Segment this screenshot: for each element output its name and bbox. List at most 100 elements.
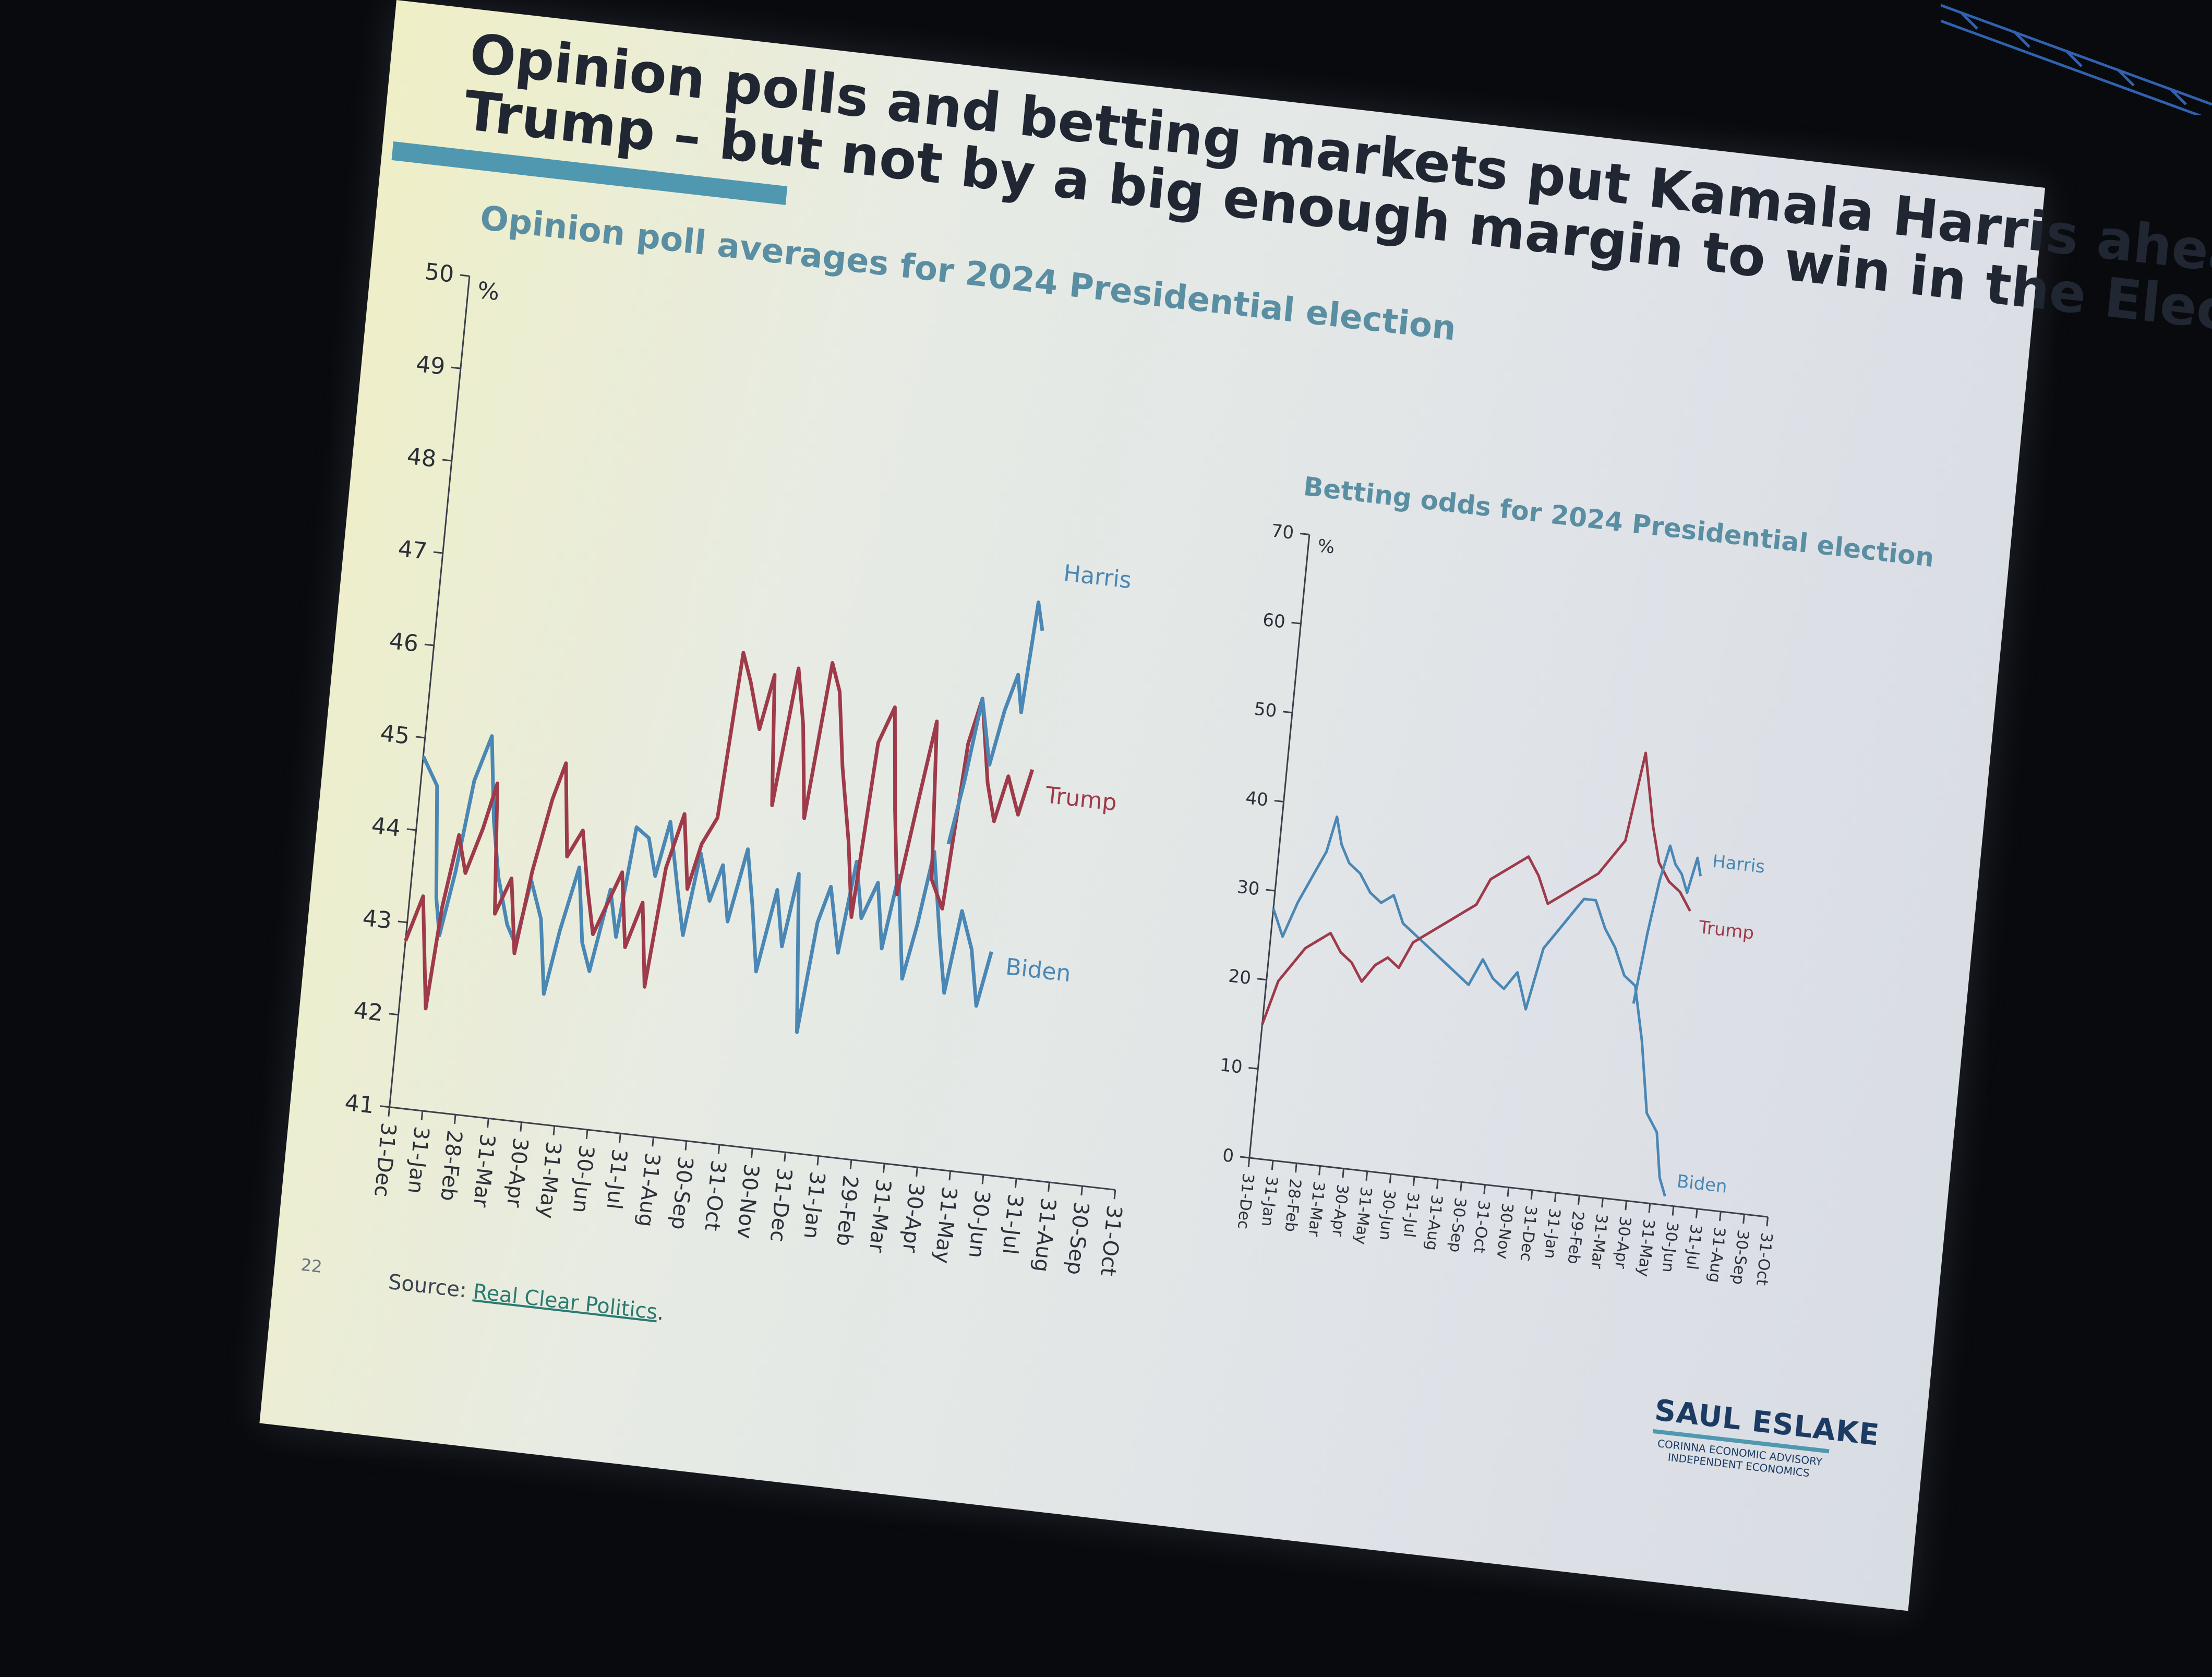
y-tick-mark xyxy=(380,1105,390,1108)
x-tick-mark xyxy=(1742,1214,1745,1224)
x-tick-label: 30-Jun xyxy=(568,1144,598,1214)
stage-lighting-truss xyxy=(1941,4,2212,115)
x-tick-mark xyxy=(487,1118,489,1128)
series-label-trump: Trump xyxy=(1044,782,1118,816)
series-label-biden: Biden xyxy=(1676,1171,1728,1197)
x-tick-mark xyxy=(1436,1179,1439,1189)
x-tick-mark xyxy=(948,1171,952,1181)
y-tick-mark xyxy=(442,459,452,462)
x-tick-mark xyxy=(420,1110,424,1121)
y-tick-label: 41 xyxy=(344,1089,376,1119)
x-tick-mark xyxy=(1460,1182,1462,1192)
x-tick-mark xyxy=(750,1148,753,1158)
y-tick-mark xyxy=(451,366,461,369)
x-tick-label: 31-Oct xyxy=(1752,1231,1776,1286)
brand-logo: SAUL ESLAKE CORINNA ECONOMIC ADVISORY IN… xyxy=(1650,1393,1881,1481)
x-tick-label: 30-Jun xyxy=(964,1189,994,1260)
y-tick-label: 43 xyxy=(362,905,393,935)
x-tick-label: 31-Mar xyxy=(1304,1180,1328,1238)
page-number: 22 xyxy=(300,1254,323,1277)
x-tick-mark xyxy=(520,1122,523,1132)
x-tick-mark xyxy=(882,1163,885,1173)
series-line-biden xyxy=(1272,815,1666,1197)
y-tick-mark xyxy=(460,274,470,277)
x-tick-label: 31-Jan xyxy=(1541,1207,1564,1260)
x-tick-label: 28-Feb xyxy=(1281,1178,1305,1233)
x-tick-label: 30-Apr xyxy=(898,1181,929,1254)
x-tick-label: 30-Nov xyxy=(732,1163,763,1240)
x-tick-label: 31-Aug xyxy=(1029,1196,1060,1273)
x-tick-label: 30-Sep xyxy=(1446,1196,1469,1253)
x-tick-label: 31-May xyxy=(1634,1218,1657,1277)
x-tick-mark xyxy=(916,1167,918,1177)
y-tick-label: 30 xyxy=(1236,877,1260,900)
x-tick-label: 30-Sep xyxy=(666,1155,697,1231)
y-tick-label: 50 xyxy=(1253,699,1278,722)
x-tick-mark xyxy=(1766,1217,1769,1227)
x-tick-mark xyxy=(652,1137,654,1147)
x-tick-mark xyxy=(1389,1173,1392,1183)
y-tick-mark xyxy=(1300,533,1310,536)
x-tick-mark xyxy=(1672,1206,1675,1216)
series-line-trump xyxy=(1261,751,1691,1025)
x-tick-mark xyxy=(453,1115,456,1124)
x-tick-label: 31-Mar xyxy=(1587,1213,1610,1270)
x-tick-mark xyxy=(784,1152,786,1162)
series-label-biden: Biden xyxy=(1004,953,1072,987)
x-tick-mark xyxy=(1412,1176,1415,1187)
y-tick-mark xyxy=(424,643,434,646)
x-tick-label: 30-Apr xyxy=(1328,1183,1351,1238)
x-tick-label: 31-Jul xyxy=(1400,1191,1422,1238)
y-tick-mark xyxy=(1248,1067,1258,1070)
y-tick-label: 0 xyxy=(1222,1145,1235,1167)
x-tick-label: 29-Feb xyxy=(832,1174,862,1248)
x-tick-label: 31-Jan xyxy=(403,1125,434,1195)
series-label-harris: Harris xyxy=(1062,560,1133,594)
y-tick-mark xyxy=(1266,889,1276,892)
y-tick-label: 10 xyxy=(1219,1055,1243,1078)
x-tick-label: 30-Jun xyxy=(1658,1221,1681,1274)
x-tick-mark xyxy=(619,1133,621,1143)
y-axis xyxy=(389,275,471,1107)
series-line-trump xyxy=(403,651,1035,1011)
x-tick-label: 31-Mar xyxy=(864,1178,895,1254)
x-tick-label: 31-Aug xyxy=(633,1152,664,1228)
x-tick-mark xyxy=(1554,1192,1557,1203)
x-tick-mark xyxy=(1507,1187,1510,1197)
x-tick-mark xyxy=(1601,1198,1604,1208)
x-tick-mark xyxy=(1648,1203,1651,1213)
y-tick-mark xyxy=(415,736,425,739)
y-tick-mark xyxy=(406,828,416,831)
source-note: Source: Real Clear Politics. xyxy=(387,1270,665,1325)
x-tick-mark xyxy=(1048,1182,1050,1192)
x-tick-label: 31-Aug xyxy=(1422,1194,1446,1251)
presentation-slide: Opinion polls and betting markets put Ka… xyxy=(259,0,2212,1611)
x-tick-label: 31-Dec xyxy=(369,1121,400,1198)
photo-of-presentation: Opinion polls and betting markets put Ka… xyxy=(259,0,2212,1611)
x-tick-mark xyxy=(1294,1163,1297,1173)
x-tick-mark xyxy=(717,1144,720,1154)
x-tick-label: 31-Jul xyxy=(997,1193,1027,1255)
x-tick-mark xyxy=(1483,1184,1486,1194)
x-tick-mark xyxy=(1080,1185,1084,1196)
x-tick-label: 31-Mar xyxy=(468,1133,499,1209)
x-tick-label: 28-Feb xyxy=(436,1129,466,1203)
source-link[interactable]: Real Clear Politics xyxy=(472,1279,659,1325)
y-tick-label: 42 xyxy=(353,997,384,1027)
y-tick-mark xyxy=(433,551,443,554)
y-tick-mark xyxy=(1257,978,1267,981)
series-label-trump: Trump xyxy=(1698,917,1755,944)
x-tick-mark xyxy=(1719,1211,1722,1221)
y-tick-mark xyxy=(1274,799,1284,802)
x-tick-label: 31-Jan xyxy=(799,1170,830,1240)
x-tick-mark xyxy=(849,1159,852,1169)
x-tick-label: 31-May xyxy=(930,1185,961,1265)
series-line-harris xyxy=(946,600,1044,845)
x-tick-mark xyxy=(1625,1201,1628,1211)
source-label: Source: xyxy=(387,1269,468,1303)
x-tick-label: 30-Jun xyxy=(1376,1189,1399,1241)
y-tick-mark xyxy=(389,1013,399,1016)
x-tick-label: 31-Aug xyxy=(1705,1226,1728,1284)
x-tick-label: 31-Oct xyxy=(1096,1204,1126,1277)
